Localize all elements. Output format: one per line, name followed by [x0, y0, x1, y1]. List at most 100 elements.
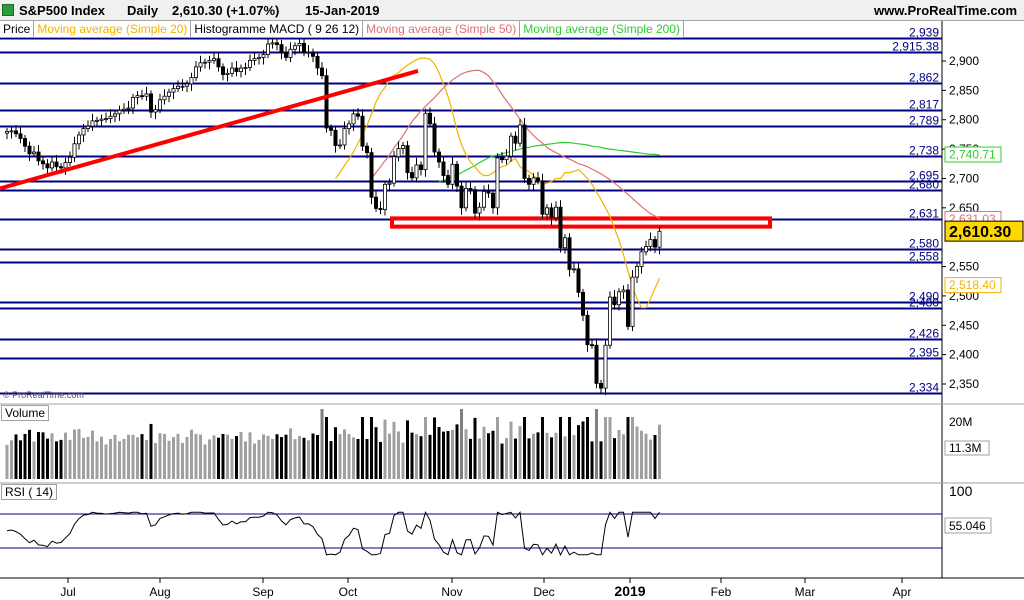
volume-bar — [104, 444, 108, 479]
volume-bar — [5, 444, 9, 479]
candle-body — [554, 206, 559, 219]
time-label: Sep — [252, 585, 274, 599]
volume-bar — [577, 425, 580, 479]
volume-bar — [383, 419, 387, 479]
volume-bar — [212, 435, 216, 479]
volume-bar — [419, 436, 423, 479]
level-label: 2,789 — [909, 114, 939, 128]
candle-body — [644, 246, 649, 253]
candle-body — [427, 112, 432, 125]
copyright-text: © ProRealTime.com — [3, 390, 84, 400]
brand-link[interactable]: www.ProRealTime.com — [874, 3, 1018, 18]
legend-sma200[interactable]: Moving average (Simple 200) — [520, 21, 684, 38]
candle-body — [261, 54, 266, 58]
candle-body — [545, 207, 550, 215]
volume-bar — [325, 417, 328, 479]
candle-body — [405, 145, 410, 173]
candle-body — [243, 67, 248, 69]
time-label: Oct — [339, 585, 358, 599]
candle-body — [432, 123, 437, 153]
volume-bar — [370, 417, 373, 479]
volume-bar — [392, 421, 396, 479]
candle-body — [549, 207, 554, 219]
candle-body — [337, 144, 342, 147]
candle-body — [63, 162, 68, 169]
candle-body — [99, 118, 104, 121]
volume-bar — [599, 441, 603, 479]
volume-bar — [122, 438, 126, 479]
volume-bar — [469, 438, 472, 479]
trend-line — [0, 69, 419, 191]
timeframe-label[interactable]: Daily — [127, 3, 159, 18]
volume-bar — [500, 443, 504, 479]
rsi-tag-box — [944, 517, 992, 534]
volume-bar — [208, 439, 211, 479]
volume-bar — [181, 442, 184, 479]
volume-bar — [496, 417, 499, 479]
rsi-panel-label[interactable]: RSI ( 14) — [1, 484, 58, 500]
candle-body — [198, 62, 203, 68]
candle-body — [499, 157, 504, 161]
volume-bar — [14, 434, 18, 479]
candle-body — [558, 206, 563, 249]
indicator-legend: Price Moving average (Simple 20) Histogr… — [0, 21, 684, 38]
legend-sma50[interactable]: Moving average (Simple 50) — [363, 21, 521, 38]
candle-body — [342, 128, 347, 146]
candle-body — [252, 58, 257, 61]
volume-bar — [347, 434, 351, 479]
candle-body — [355, 113, 360, 117]
volume-bar — [172, 437, 175, 479]
candle-body — [216, 58, 221, 68]
candle-body — [450, 163, 455, 185]
level-label: 2,862 — [909, 71, 939, 85]
volume-axis-last: 11.3M — [949, 441, 981, 455]
candle-body — [130, 97, 135, 109]
candle-body — [283, 51, 288, 58]
candle-body — [180, 85, 185, 88]
volume-bar — [311, 433, 315, 479]
legend-price[interactable]: Price — [0, 21, 35, 38]
candle-body — [50, 161, 55, 169]
candle-body — [536, 177, 541, 182]
legend-sma20[interactable]: Moving average (Simple 20) — [34, 21, 192, 38]
level-label: 2,817 — [909, 98, 939, 112]
candle-body — [319, 67, 324, 77]
volume-bar — [446, 431, 450, 479]
volume-bar — [109, 438, 112, 479]
candle-body — [563, 237, 568, 249]
candle-body — [108, 115, 113, 119]
candle-body — [369, 152, 374, 198]
candle-body — [414, 164, 419, 179]
sma20-value-tag-box — [944, 277, 1002, 294]
volume-bar — [640, 430, 643, 479]
volume-bar — [617, 429, 621, 479]
volume-bar — [401, 442, 405, 479]
volume-bar — [635, 426, 639, 479]
volume-bar — [532, 433, 535, 479]
volume-bar — [352, 437, 355, 479]
candle-body — [472, 189, 477, 214]
volume-bar — [361, 417, 364, 479]
volume-bar — [235, 436, 238, 479]
candle-body — [635, 266, 640, 278]
sma200-value-tag-box — [944, 146, 1002, 163]
candle-body — [202, 61, 207, 64]
volume-tag-box — [944, 440, 990, 456]
price-tick-label: 2,550 — [949, 260, 979, 274]
volume-panel-label[interactable]: Volume — [1, 405, 50, 421]
legend-macd[interactable]: Histogramme MACD ( 9 26 12) — [191, 21, 364, 38]
volume-bar — [563, 436, 567, 479]
candle-body — [333, 129, 338, 146]
volume-bar — [41, 432, 45, 479]
rsi-line — [6, 511, 660, 556]
candle-body — [387, 182, 392, 185]
candle-body — [301, 42, 306, 54]
candle-body — [27, 145, 32, 155]
volume-bar — [307, 440, 310, 479]
candle-body — [400, 145, 405, 149]
candle-body — [445, 175, 450, 185]
candle-body — [265, 43, 270, 55]
volume-bar — [572, 435, 576, 479]
volume-bar — [329, 441, 333, 479]
candle-body — [113, 113, 118, 117]
